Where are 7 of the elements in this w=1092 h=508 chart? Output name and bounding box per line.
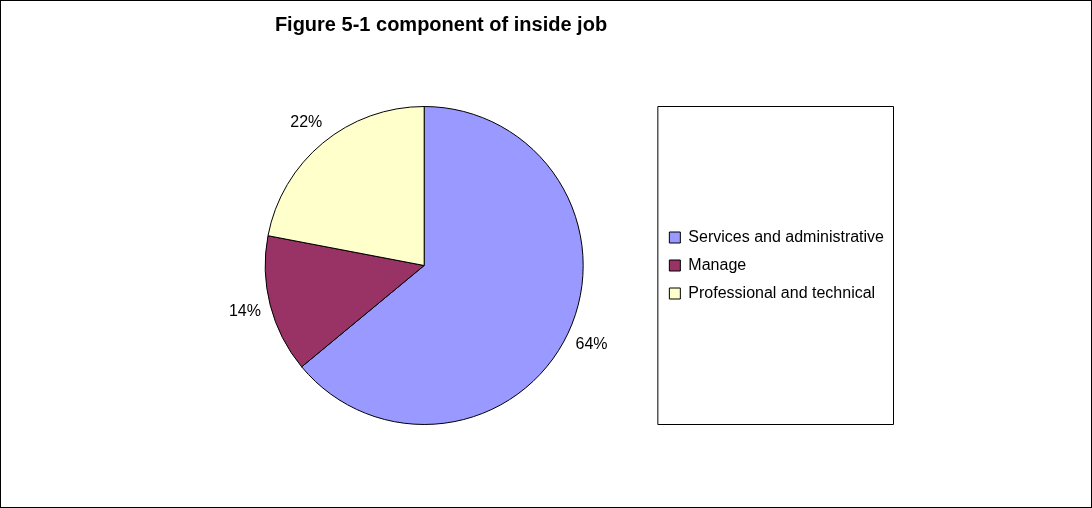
data-label: 64% — [575, 334, 608, 352]
data-label: 22% — [290, 113, 323, 131]
legend-label: Services and administrative — [688, 227, 885, 245]
legend-label: Professional and technical — [688, 283, 876, 301]
legend-label: Manage — [688, 255, 747, 273]
data-label: 14% — [228, 301, 262, 319]
chart-title: Figure 5-1 component of inside job — [273, 13, 609, 36]
